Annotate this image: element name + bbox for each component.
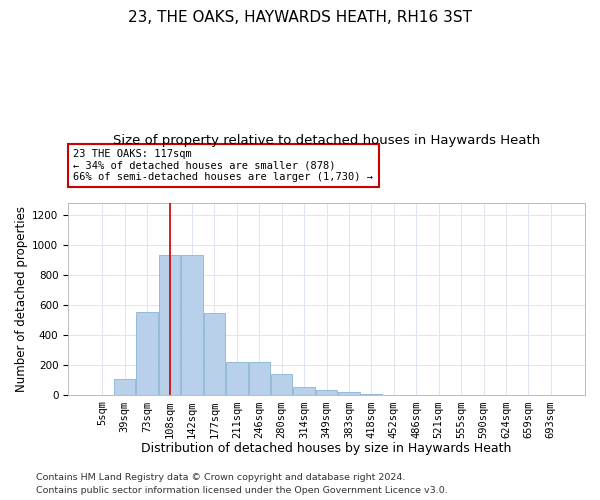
Bar xyxy=(114,379,136,396)
Bar xyxy=(406,394,427,396)
Bar xyxy=(136,312,158,396)
Bar xyxy=(181,256,203,396)
Bar xyxy=(159,256,180,396)
Text: Contains HM Land Registry data © Crown copyright and database right 2024.
Contai: Contains HM Land Registry data © Crown c… xyxy=(36,474,448,495)
Text: 23, THE OAKS, HAYWARDS HEATH, RH16 3ST: 23, THE OAKS, HAYWARDS HEATH, RH16 3ST xyxy=(128,10,472,25)
X-axis label: Distribution of detached houses by size in Haywards Heath: Distribution of detached houses by size … xyxy=(142,442,512,455)
Bar xyxy=(204,314,225,396)
Title: Size of property relative to detached houses in Haywards Heath: Size of property relative to detached ho… xyxy=(113,134,540,147)
Text: 23 THE OAKS: 117sqm
← 34% of detached houses are smaller (878)
66% of semi-detac: 23 THE OAKS: 117sqm ← 34% of detached ho… xyxy=(73,149,373,182)
Bar xyxy=(271,374,292,396)
Bar xyxy=(383,394,404,396)
Bar xyxy=(361,394,382,396)
Bar xyxy=(92,394,113,396)
Bar xyxy=(338,392,359,396)
Bar xyxy=(226,362,248,396)
Bar xyxy=(316,390,337,396)
Y-axis label: Number of detached properties: Number of detached properties xyxy=(15,206,28,392)
Bar xyxy=(293,387,315,396)
Bar xyxy=(248,362,270,396)
